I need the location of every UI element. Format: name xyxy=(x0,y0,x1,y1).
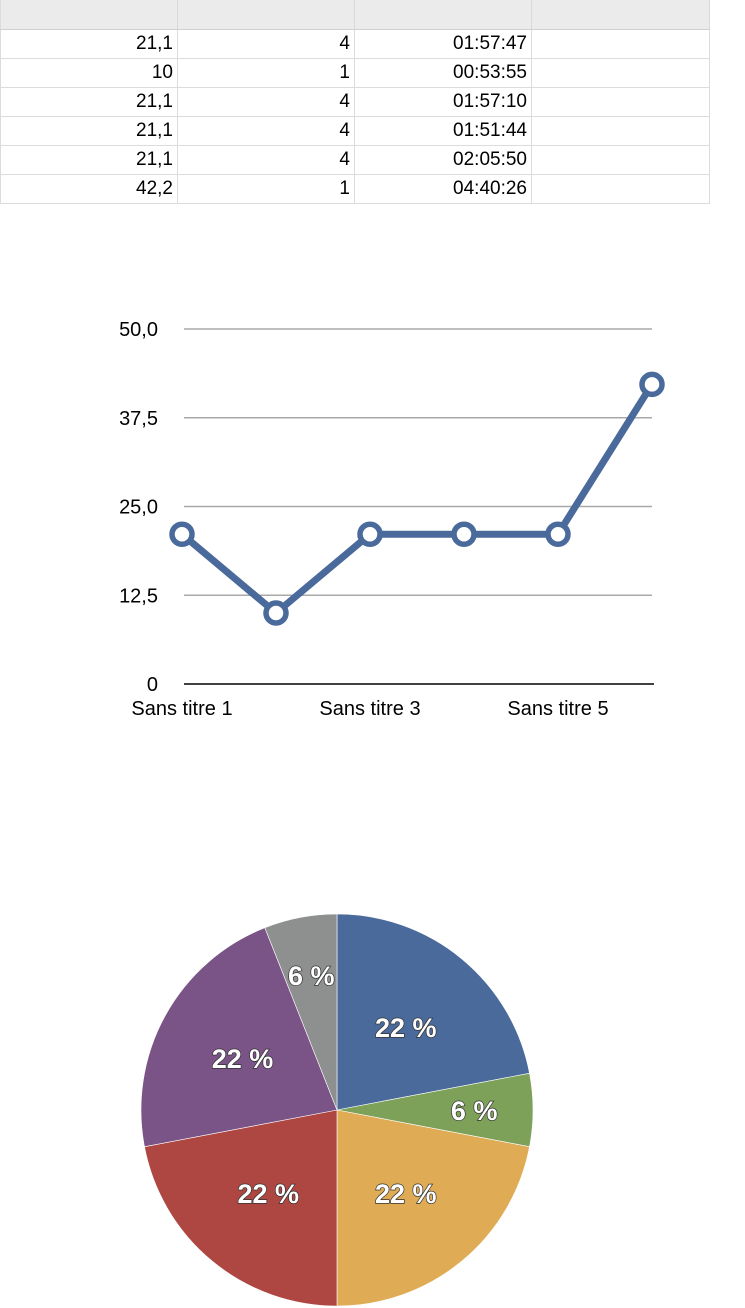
table-cell[interactable]: 4 xyxy=(177,29,355,59)
table-cell[interactable] xyxy=(531,174,710,204)
table-cell[interactable]: 4 xyxy=(177,87,355,117)
x-tick-label: Sans titre 1 xyxy=(131,698,232,720)
table-row: 21,1 4 02:05:50 xyxy=(0,145,710,175)
y-tick-label: 0 xyxy=(147,674,158,696)
pie-slice xyxy=(140,927,338,1148)
table-cell[interactable] xyxy=(531,87,710,117)
pie-slice-label: 22 % xyxy=(375,1179,437,1209)
line-chart: 0 12,5 25,0 37,5 50,0 Sans titre 1 Sans titre … xyxy=(119,319,665,720)
table-header-row xyxy=(0,0,710,30)
y-tick-label: 12,5 xyxy=(119,585,158,607)
pie-slice-label: 22 % xyxy=(238,1179,300,1209)
pie-slice xyxy=(264,913,338,1111)
data-table: 21,1 4 01:57:47 10 1 00:53:55 21,1 4 01:… xyxy=(0,0,710,204)
pie-slice xyxy=(336,1109,530,1307)
table-cell[interactable]: 01:57:10 xyxy=(354,87,532,117)
pie-slice-label: 6 % xyxy=(451,1096,498,1126)
x-tick-label: Sans titre 3 xyxy=(319,698,420,720)
pie-slice xyxy=(144,1109,338,1307)
table-row: 10 1 00:53:55 xyxy=(0,58,710,88)
table-cell[interactable]: 4 xyxy=(177,145,355,175)
data-point xyxy=(169,521,195,547)
column-header[interactable] xyxy=(177,0,355,30)
y-tick-label: 37,5 xyxy=(119,408,158,430)
table-row: 21,1 4 01:57:47 xyxy=(0,29,710,59)
table-cell[interactable]: 04:40:26 xyxy=(354,174,532,204)
table-cell[interactable]: 1 xyxy=(177,174,355,204)
table-cell[interactable]: 4 xyxy=(177,116,355,146)
pie-slice-label: 22 % xyxy=(212,1044,274,1074)
pie-slice xyxy=(336,913,530,1111)
y-tick-label: 50,0 xyxy=(119,319,158,341)
table-row: 21,1 4 01:57:10 xyxy=(0,87,710,117)
table-cell[interactable]: 21,1 xyxy=(0,116,178,146)
table-cell[interactable] xyxy=(531,116,710,146)
data-point xyxy=(357,521,383,547)
table-cell[interactable]: 00:53:55 xyxy=(354,58,532,88)
y-tick-label: 25,0 xyxy=(119,497,158,519)
pie-slice-label: 6 % xyxy=(288,961,335,991)
pie-chart: 22 % 6 % 22 % 22 % 22 % 6 % xyxy=(140,913,534,1307)
table-cell[interactable]: 1 xyxy=(177,58,355,88)
data-point xyxy=(639,371,665,398)
pie-slice-label: 22 % xyxy=(375,1013,437,1043)
table-cell[interactable]: 21,1 xyxy=(0,29,178,59)
x-tick-label: Sans titre 5 xyxy=(507,698,608,720)
column-header[interactable] xyxy=(531,0,710,30)
data-series-line xyxy=(178,380,656,617)
table-row: 21,1 4 01:51:44 xyxy=(0,116,710,146)
data-point xyxy=(545,521,571,547)
table-cell[interactable]: 10 xyxy=(0,58,178,88)
table-cell[interactable]: 21,1 xyxy=(0,87,178,117)
table-cell[interactable] xyxy=(531,29,710,59)
table-cell[interactable]: 01:51:44 xyxy=(354,116,532,146)
table-row: 42,2 1 04:40:26 xyxy=(0,174,710,204)
column-header[interactable] xyxy=(354,0,532,30)
column-header[interactable] xyxy=(0,0,178,30)
table-cell[interactable]: 01:57:47 xyxy=(354,29,532,59)
table-cell[interactable]: 42,2 xyxy=(0,174,178,204)
table-cell[interactable] xyxy=(531,145,710,175)
table-cell[interactable]: 02:05:50 xyxy=(354,145,532,175)
data-point xyxy=(451,521,477,547)
table-cell[interactable] xyxy=(531,58,710,88)
table-cell[interactable]: 21,1 xyxy=(0,145,178,175)
data-point xyxy=(263,600,289,626)
